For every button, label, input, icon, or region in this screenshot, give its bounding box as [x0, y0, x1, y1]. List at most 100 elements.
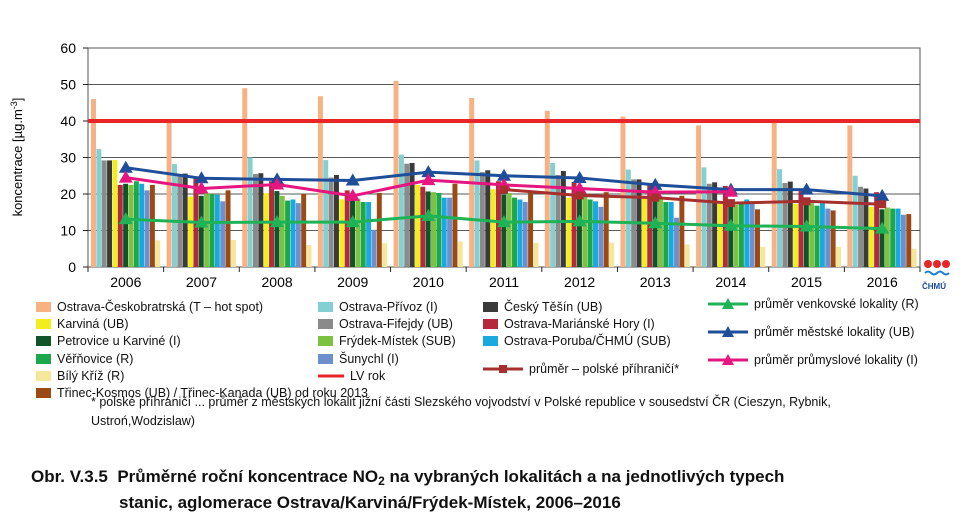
- bar: [474, 160, 480, 267]
- bar: [155, 240, 161, 267]
- bar: [420, 186, 426, 267]
- x-tick-label: 2014: [715, 274, 746, 290]
- legend-label: Šunychl (I): [339, 351, 399, 366]
- legend-swatch: [318, 302, 333, 312]
- line-point: [194, 171, 209, 184]
- bar: [679, 195, 685, 267]
- caption-line1-a: Průměrné roční koncentrace NO: [117, 467, 379, 486]
- bar: [884, 207, 890, 267]
- bar: [112, 160, 118, 267]
- bar: [350, 194, 356, 267]
- legend-item: Ostrava-Poruba/ČHMÚ (SUB): [483, 334, 671, 348]
- legend-line-swatch: [483, 364, 523, 373]
- bar: [252, 173, 258, 267]
- bar: [717, 203, 723, 267]
- bar: [550, 162, 556, 267]
- bar: [652, 201, 658, 267]
- line-point: [345, 188, 360, 201]
- legend-swatch: [36, 370, 51, 381]
- line-point: [497, 215, 511, 228]
- bar: [647, 183, 653, 267]
- legend-label: Věřňovice (R): [57, 351, 134, 366]
- line-point: [421, 165, 436, 178]
- bar: [149, 184, 155, 267]
- bar: [490, 189, 496, 267]
- legend-label: průměr průmyslové lokality (I): [754, 353, 918, 367]
- bar: [641, 198, 647, 267]
- legend-line-swatch: [318, 374, 344, 378]
- bar: [209, 194, 215, 267]
- bar: [609, 242, 615, 267]
- line-point: [270, 177, 285, 190]
- legend-swatch: [483, 302, 498, 312]
- line-point: [875, 188, 890, 201]
- bar: [441, 197, 447, 267]
- bar: [263, 193, 269, 267]
- bar: [360, 202, 366, 267]
- line-point: [723, 184, 738, 197]
- x-tick-label: 2006: [110, 274, 141, 290]
- legend-item: průměr městské lokality (UB): [708, 325, 914, 339]
- figure-caption: Obr. V.3.5 Průměrné roční koncentrace NO…: [31, 466, 931, 513]
- legend-item: LV rok: [318, 369, 385, 383]
- bar: [171, 164, 177, 267]
- bar: [198, 195, 204, 267]
- legend-item: Petrovice u Karviné (I): [36, 334, 181, 348]
- bar: [895, 208, 901, 267]
- bar: [738, 203, 744, 267]
- bar: [133, 181, 139, 267]
- x-tick-label: 2008: [262, 274, 293, 290]
- bar: [258, 173, 264, 267]
- legend-label: Ostrava-Fifejdy (UB): [339, 317, 453, 332]
- bar: [701, 167, 707, 267]
- legend-item: průměr průmyslové lokality (I): [708, 353, 918, 367]
- legend-swatch: [318, 353, 333, 364]
- legend-label: Petrovice u Karviné (I): [57, 334, 181, 349]
- bar: [290, 199, 296, 267]
- line-point: [118, 160, 133, 173]
- bar: [890, 208, 896, 267]
- bar: [414, 184, 420, 267]
- bar: [188, 196, 194, 267]
- chmu-logo: [922, 258, 952, 292]
- bar: [166, 122, 172, 267]
- bar: [425, 191, 431, 267]
- bar: [868, 206, 874, 267]
- bar: [323, 160, 329, 267]
- bar: [128, 184, 134, 267]
- bar: [376, 192, 382, 267]
- bar: [744, 199, 750, 267]
- bar: [301, 194, 307, 267]
- bar: [355, 198, 361, 267]
- line-point: [572, 214, 587, 227]
- legend-swatch: [483, 319, 498, 330]
- bar: [123, 183, 129, 267]
- bar: [371, 229, 377, 267]
- bar: [825, 208, 831, 267]
- legend-label: Ostrava-Poruba/ČHMÚ (SUB): [504, 334, 671, 349]
- y-axis-label: koncentrace [µg.m-3]: [9, 98, 25, 217]
- x-tick-label: 2015: [791, 274, 822, 290]
- legend-label: Karviná (UB): [57, 317, 129, 332]
- bar: [566, 197, 572, 267]
- bar: [269, 181, 275, 267]
- x-tick-label: 2009: [337, 274, 368, 290]
- caption-line1-b: na vybraných lokalitách a na jednotlivýc…: [384, 467, 785, 486]
- bar: [533, 242, 539, 267]
- bar: [696, 125, 702, 267]
- y-tick-label: 50: [60, 77, 76, 93]
- bar: [306, 245, 312, 267]
- bar: [344, 190, 350, 267]
- legend-swatch: [36, 302, 51, 312]
- bar: [728, 203, 734, 267]
- legend-label: Frýdek-Místek (SUB): [339, 334, 456, 349]
- legend-item: průměr – polské příhraničí*: [483, 362, 679, 376]
- y-tick-label: 60: [60, 40, 76, 56]
- bar: [279, 195, 285, 267]
- bar: [576, 196, 582, 267]
- bar: [819, 203, 825, 267]
- legend-label: LV rok: [350, 368, 386, 383]
- line-point: [497, 168, 511, 181]
- bar: [447, 197, 453, 267]
- bar: [522, 202, 528, 267]
